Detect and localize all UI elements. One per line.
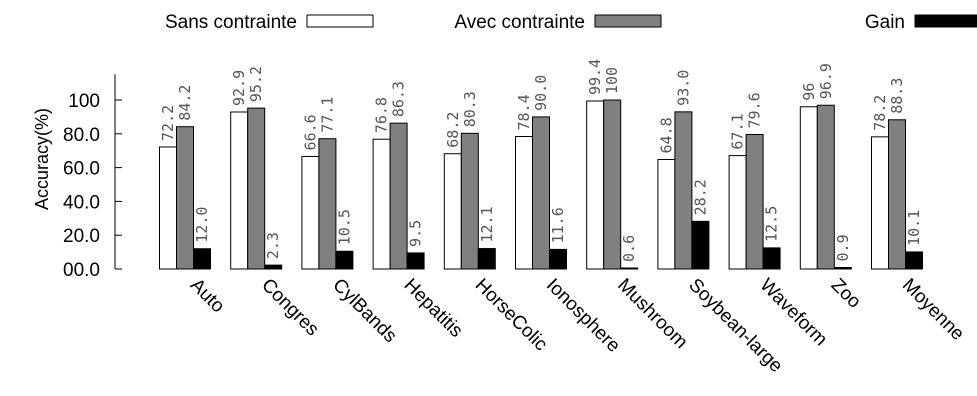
category-label: Mushroom xyxy=(613,275,691,353)
data-label: 86.3 xyxy=(390,81,408,117)
data-label: 12.5 xyxy=(763,206,781,242)
y-tick-label: 100 xyxy=(68,91,100,112)
data-label: 78.2 xyxy=(871,95,889,131)
category-label: Hepatitis xyxy=(400,275,467,342)
bar-sans-contrainte xyxy=(586,100,605,270)
data-label: 9.5 xyxy=(407,220,425,247)
data-label: 76.8 xyxy=(373,97,391,133)
category-label: Congres xyxy=(257,275,323,341)
bar-avec-contrainte xyxy=(674,111,693,270)
bar-gain xyxy=(335,250,354,270)
category-label: CylBands xyxy=(328,275,400,347)
data-label: 95.2 xyxy=(247,66,265,102)
bar-gain xyxy=(833,266,852,270)
legend-swatch xyxy=(594,14,662,28)
bar-avec-contrainte xyxy=(603,99,622,270)
bar-avec-contrainte xyxy=(318,138,337,270)
data-label: 90.0 xyxy=(532,75,550,111)
data-label: 93.0 xyxy=(674,70,692,106)
bar-avec-contrainte xyxy=(389,122,408,270)
bar-avec-contrainte xyxy=(816,104,835,270)
y-tick-label: 20.0 xyxy=(63,226,100,247)
data-label: 66.6 xyxy=(301,114,319,150)
bar-avec-contrainte xyxy=(247,107,266,270)
data-label: 88.3 xyxy=(888,78,906,114)
data-label: 72.2 xyxy=(159,105,177,141)
data-label: 0.6 xyxy=(620,235,638,262)
data-label: 0.9 xyxy=(834,234,852,261)
data-label: 28.2 xyxy=(691,179,709,215)
bar-gain xyxy=(477,248,496,270)
bar-gain xyxy=(193,248,211,270)
data-label: 77.1 xyxy=(318,97,336,133)
data-label: 99.4 xyxy=(586,59,604,95)
data-label: 78.4 xyxy=(515,94,533,130)
data-label: 80.3 xyxy=(461,91,479,127)
bar-gain xyxy=(905,251,923,270)
bar-sans-contrainte xyxy=(871,136,889,270)
bars xyxy=(159,99,923,270)
bar-avec-contrainte xyxy=(888,119,906,270)
bar-avec-contrainte xyxy=(532,116,550,270)
bar-sans-contrainte xyxy=(443,153,462,270)
bar-avec-contrainte xyxy=(176,126,194,270)
bar-sans-contrainte xyxy=(159,146,177,270)
bar-gain xyxy=(691,220,710,270)
data-label: 67.1 xyxy=(729,113,747,149)
data-label: 68.2 xyxy=(444,112,462,148)
data-label: 2.3 xyxy=(264,232,282,259)
y-tick-label: 40.0 xyxy=(63,192,100,213)
bar-avec-contrainte xyxy=(460,132,479,270)
bar-sans-contrainte xyxy=(657,158,676,270)
y-axis-label: Accuracy(%) xyxy=(32,108,52,210)
y-tick-label: 00.0 xyxy=(63,260,100,281)
bar-gain xyxy=(549,248,567,270)
category-label: Waveform xyxy=(756,275,832,351)
legend: Sans contrainte Avec contrainte Gain xyxy=(165,12,977,33)
legend-label: Avec contrainte xyxy=(454,12,585,33)
bar-gain xyxy=(620,267,639,270)
legend-swatch xyxy=(306,14,374,28)
bar-sans-contrainte xyxy=(799,106,818,270)
data-label: 11.6 xyxy=(549,207,567,243)
data-label: 12.0 xyxy=(193,207,211,243)
data-labels: 72.284.212.092.9 95.22.366.6 77.110.576.8 8… xyxy=(159,59,923,262)
category-label: HorseColic xyxy=(471,275,552,356)
bar-sans-contrainte xyxy=(301,155,320,270)
bar-sans-contrainte xyxy=(515,136,533,270)
category-label: Moyenne xyxy=(898,275,968,345)
data-label: 96.9 xyxy=(817,63,835,99)
bar-gain xyxy=(406,252,425,270)
data-label: 84.2 xyxy=(176,85,194,121)
bar-avec-contrainte xyxy=(745,133,764,270)
category-label: Auto xyxy=(186,275,228,317)
y-axis: 00.0 20.0 40.0 60.0 80.0 100 xyxy=(63,74,122,281)
y-tick-label: 80.0 xyxy=(63,125,100,146)
legend-swatch xyxy=(914,14,977,28)
bar-gain xyxy=(264,264,283,270)
y-tick-label: 60.0 xyxy=(63,159,100,180)
bar-sans-contrainte xyxy=(728,155,747,270)
data-label: 96 xyxy=(800,83,818,101)
data-label: 10.1 xyxy=(905,210,923,246)
data-label: 100 xyxy=(603,67,621,94)
data-label: 12.1 xyxy=(478,206,496,242)
data-label: 10.5 xyxy=(335,209,353,245)
category-label: Zoo xyxy=(827,275,865,313)
bar-sans-contrainte xyxy=(372,138,391,270)
bar-sans-contrainte xyxy=(230,111,249,270)
legend-label: Gain xyxy=(865,12,905,33)
data-label: 64.8 xyxy=(657,117,675,153)
data-label: 79.6 xyxy=(746,92,764,128)
legend-label: Sans contrainte xyxy=(165,12,297,33)
category-label: Ionosphere xyxy=(542,275,624,357)
bar-gain xyxy=(762,247,781,270)
data-label: 92.9 xyxy=(230,70,248,106)
